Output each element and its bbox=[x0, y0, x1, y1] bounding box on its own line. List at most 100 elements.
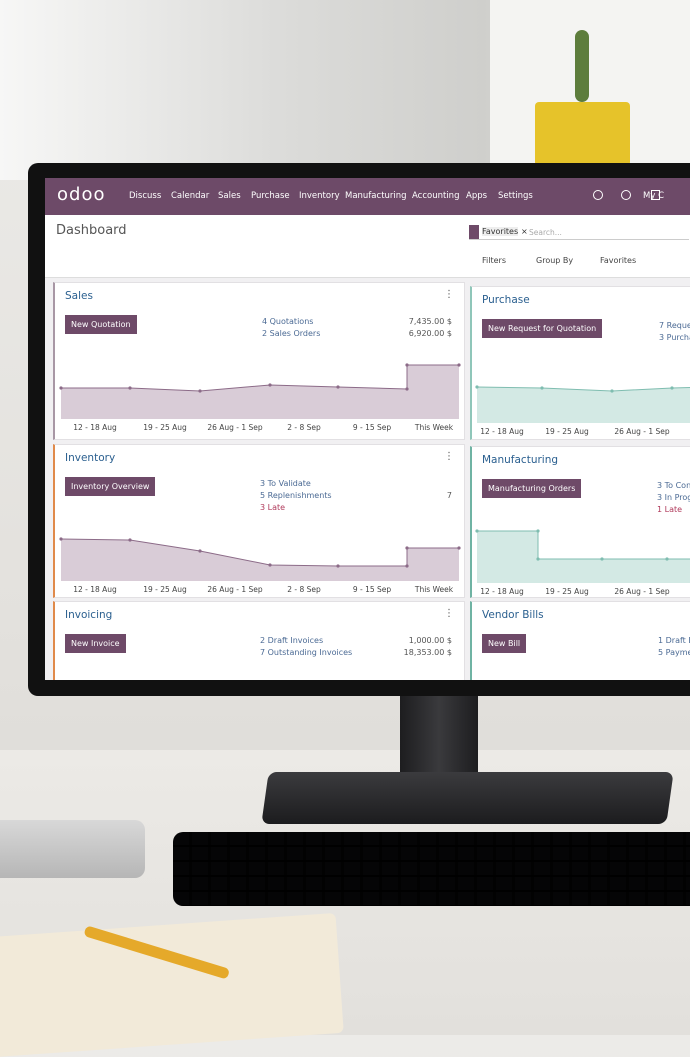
chart-graph bbox=[475, 385, 690, 423]
chart-point bbox=[336, 385, 340, 389]
chart-x-label: This Week bbox=[414, 585, 454, 594]
chart-point bbox=[59, 386, 63, 390]
chart-x-label: 9 - 15 Sep bbox=[352, 585, 392, 594]
logo[interactable]: odoo bbox=[57, 184, 106, 205]
card-button[interactable]: New Request for Quotation bbox=[482, 319, 603, 338]
card-link[interactable]: 3 To Validate bbox=[260, 479, 311, 488]
search-input[interactable]: Search... bbox=[529, 228, 562, 237]
card-menu[interactable]: ⋮ bbox=[444, 608, 454, 619]
chart-point bbox=[268, 383, 272, 387]
chart-line bbox=[60, 538, 459, 567]
card-title[interactable]: Inventory bbox=[65, 452, 116, 464]
control-panel: Dashboard Favorites × Search... Filters … bbox=[45, 215, 690, 278]
card-title[interactable]: Sales bbox=[65, 290, 93, 302]
chart-x-label: 12 - 18 Aug bbox=[480, 427, 524, 436]
card-button[interactable]: New Bill bbox=[482, 634, 527, 653]
dashboard-card: Invoicing ⋮ New Invoice 2 Draft Invoices 1,0… bbox=[53, 601, 465, 680]
icon[interactable] bbox=[651, 190, 660, 200]
chart-point bbox=[475, 529, 479, 533]
search-facet[interactable]: Favorites bbox=[482, 227, 519, 236]
card-menu[interactable]: ⋮ bbox=[444, 289, 454, 300]
monitor-base bbox=[261, 772, 674, 824]
chart-graph bbox=[59, 537, 461, 581]
card-title[interactable]: Purchase bbox=[482, 294, 530, 306]
favorites-button[interactable]: Favorites bbox=[600, 256, 637, 265]
menu-item[interactable]: Settings bbox=[498, 191, 533, 201]
card-button[interactable]: Manufacturing Orders bbox=[482, 479, 582, 498]
card-link[interactable]: 4 Quotations bbox=[262, 317, 314, 326]
card-link[interactable]: 7 Outstanding Invoices bbox=[260, 648, 353, 657]
card-amount: 7,435.00 $ bbox=[408, 317, 452, 326]
card-link[interactable]: 3 To Confi bbox=[657, 481, 690, 490]
menu-item[interactable]: Manufacturing bbox=[345, 191, 407, 201]
page-title: Dashboard bbox=[56, 223, 127, 238]
card-title[interactable]: Vendor Bills bbox=[482, 609, 544, 621]
card-link[interactable]: 2 Draft Invoices bbox=[260, 636, 324, 645]
card-amount: 6,920.00 $ bbox=[408, 329, 452, 338]
menu-item[interactable]: Discuss bbox=[129, 191, 162, 201]
chart-point bbox=[405, 363, 409, 367]
chart-point bbox=[198, 549, 202, 553]
menu-item[interactable]: Inventory bbox=[299, 191, 340, 201]
chart-x-label: 2 - 8 Sep bbox=[287, 585, 321, 594]
user-menu[interactable]: My C bbox=[643, 191, 665, 201]
card-link[interactable]: 1 Late bbox=[657, 505, 683, 514]
dashboard-card: Sales ⋮ New Quotation 4 Quotations 7,435.00 … bbox=[53, 282, 465, 440]
chart-point bbox=[405, 387, 409, 391]
card-link[interactable]: 5 Replenishments bbox=[260, 491, 332, 500]
chart-point bbox=[665, 557, 669, 561]
card-link[interactable]: 7 Reques bbox=[659, 321, 690, 330]
menu-item[interactable]: Apps bbox=[466, 191, 488, 201]
chart-point bbox=[457, 546, 461, 550]
chart-point bbox=[336, 564, 340, 568]
keyboard bbox=[173, 832, 690, 906]
card-amount: 7 bbox=[446, 491, 452, 500]
card-link[interactable]: 5 Paymen bbox=[658, 648, 690, 657]
facet-icon bbox=[469, 225, 479, 239]
chart-x-label: This Week bbox=[414, 423, 454, 432]
plant-pot bbox=[535, 102, 630, 174]
card-link[interactable]: 3 In Progr bbox=[657, 493, 690, 502]
chart-area bbox=[61, 365, 459, 419]
chart-x-label: 12 - 18 Aug bbox=[73, 585, 117, 594]
group-by-button[interactable]: Group By bbox=[536, 256, 574, 265]
card-link[interactable]: 1 Draft Bi bbox=[658, 636, 690, 645]
icon[interactable] bbox=[621, 190, 631, 200]
filters-button[interactable]: Filters bbox=[482, 256, 506, 265]
dashboard-card: Inventory ⋮ Inventory Overview 3 To Validat… bbox=[53, 444, 465, 598]
card-button[interactable]: New Invoice bbox=[65, 634, 126, 653]
card-menu[interactable]: ⋮ bbox=[444, 451, 454, 462]
chart-point bbox=[405, 564, 409, 568]
card-link[interactable]: 3 Late bbox=[260, 503, 286, 512]
chart-point bbox=[536, 557, 540, 561]
menu-item[interactable]: Accounting bbox=[412, 191, 460, 201]
card-title[interactable]: Invoicing bbox=[65, 609, 113, 621]
search-box[interactable] bbox=[469, 225, 689, 240]
notebook bbox=[0, 912, 344, 1057]
card-amount: 1,000.00 $ bbox=[408, 636, 452, 645]
monitor-stand bbox=[400, 688, 478, 783]
menu-item[interactable]: Purchase bbox=[251, 191, 290, 201]
chart-point bbox=[405, 546, 409, 550]
screen: odoo My C Discuss Calendar Sales Purchase In… bbox=[45, 178, 690, 680]
chart-area bbox=[477, 387, 690, 423]
menu-item[interactable]: Sales bbox=[218, 191, 241, 201]
chart-x-label: 2 - 8 Sep bbox=[287, 423, 321, 432]
card-link[interactable]: 2 Sales Orders bbox=[262, 329, 321, 338]
card-button[interactable]: New Quotation bbox=[65, 315, 137, 334]
chart-x-label: 26 Aug - 1 Sep bbox=[207, 423, 263, 432]
card-button[interactable]: Inventory Overview bbox=[65, 477, 156, 496]
chart-point bbox=[670, 386, 674, 390]
card-link[interactable]: 3 Purchas bbox=[659, 333, 690, 342]
chart-x-label: 9 - 15 Sep bbox=[352, 423, 392, 432]
facet-remove[interactable]: × bbox=[521, 227, 528, 236]
menu-item[interactable]: Calendar bbox=[171, 191, 210, 201]
chart-x-label: 12 - 18 Aug bbox=[480, 587, 524, 596]
chart-point bbox=[128, 538, 132, 542]
chart-point bbox=[536, 529, 540, 533]
icon[interactable] bbox=[593, 190, 603, 200]
card-title[interactable]: Manufacturing bbox=[482, 454, 559, 466]
